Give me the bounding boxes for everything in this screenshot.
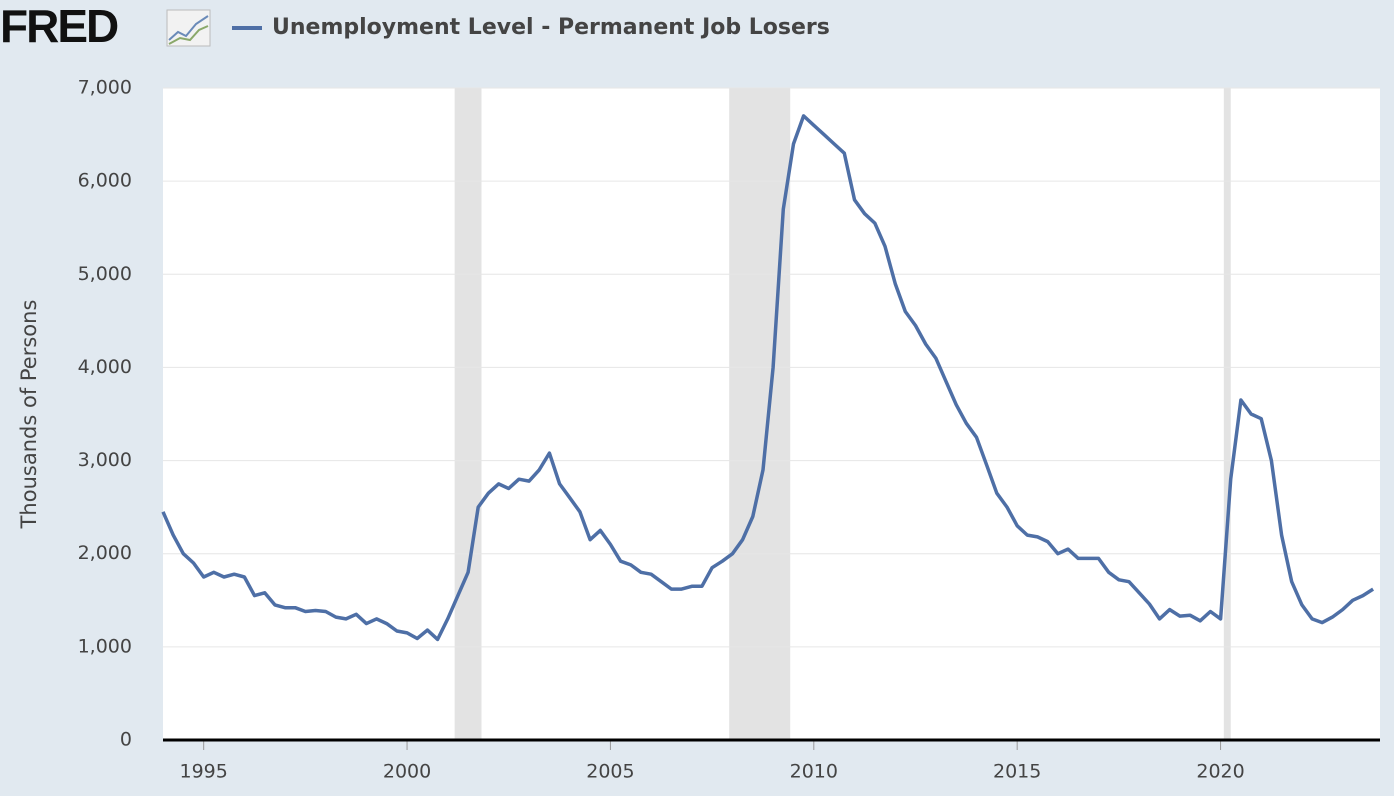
recession-band	[454, 88, 482, 740]
y-axis-label: Thousands of Persons	[17, 300, 41, 530]
y-tick-label: 4,000	[78, 356, 132, 378]
y-tick-label: 3,000	[78, 449, 132, 471]
y-tick-label: 1,000	[78, 635, 132, 657]
x-tick-label: 2015	[993, 761, 1041, 783]
logo-icon	[166, 9, 211, 47]
data-line	[161, 114, 1375, 642]
y-tick-label: 0	[120, 729, 132, 751]
x-tick-label: 2020	[1196, 761, 1244, 783]
x-tick-label: 1995	[179, 761, 227, 783]
recession-band	[1223, 88, 1231, 740]
y-tick-label: 7,000	[78, 77, 132, 99]
y-tick-label: 2,000	[78, 542, 132, 564]
x-tick-label: 2005	[586, 761, 634, 783]
x-tick-label: 2010	[790, 761, 838, 783]
recession-band	[729, 88, 791, 740]
y-tick-label: 6,000	[78, 170, 132, 192]
legend-label: Unemployment Level - Permanent Job Loser…	[272, 15, 830, 40]
logo: FRED	[0, 0, 118, 52]
y-tick-label: 5,000	[78, 263, 132, 285]
x-tick-label: 2000	[383, 761, 431, 783]
